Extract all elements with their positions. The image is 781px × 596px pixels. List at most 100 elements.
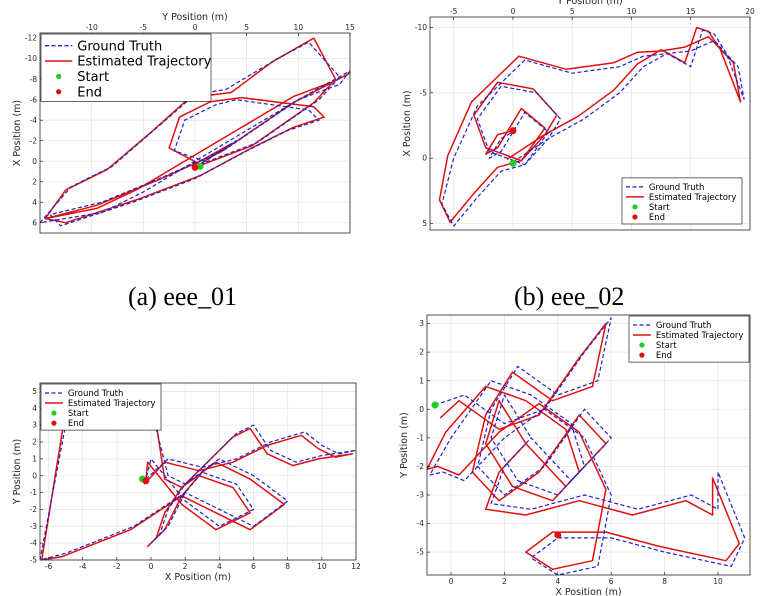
y-tick-label: -10 <box>25 54 37 63</box>
x-tick-label: -6 <box>45 562 53 571</box>
y-tick-label: -5 <box>30 556 38 565</box>
x-axis-label: X Position (m) <box>555 587 621 596</box>
y-tick-label: 0 <box>32 157 37 166</box>
legend-label: Estimated Trajectory <box>68 399 156 409</box>
x-tick-label: 0 <box>511 7 516 16</box>
x-tick-label: 6 <box>609 577 614 586</box>
trajectories <box>427 317 746 575</box>
y-tick-label: 3 <box>32 421 37 430</box>
x-axis-label: Y Position (m) <box>556 0 623 7</box>
x-tick-label: 8 <box>285 562 290 571</box>
legend-box <box>40 383 162 431</box>
x-tick-label: 0 <box>149 562 154 571</box>
trajectories <box>40 37 350 227</box>
y-tick-label: -2 <box>30 505 38 514</box>
x-tick-label: 5 <box>244 23 249 32</box>
y-tick-label: 1 <box>419 376 424 385</box>
x-axis-label: X Position (m) <box>165 572 231 583</box>
x-tick-label: 6 <box>251 562 256 571</box>
start-marker <box>431 401 439 409</box>
end-marker <box>142 477 150 485</box>
plot-panel-d: 0 2 4 6 8 10 -5 -4 -3 -2 -1 0 1 2 3 X Position (m) Y Pos… <box>399 314 751 596</box>
legend-label: End <box>656 351 672 361</box>
axes-frame <box>426 314 751 576</box>
y-axis-label: X Position (m) <box>402 90 413 156</box>
x-tick-label: 15 <box>345 23 355 32</box>
y-tick-label: 2 <box>419 348 424 357</box>
legend-start-swatch <box>56 73 62 79</box>
y-tick-label: 0 <box>32 471 37 480</box>
trajectories <box>40 387 356 560</box>
estimated-trajectory-line <box>40 387 354 560</box>
ground-truth-line <box>429 317 746 575</box>
y-tick-label: 2 <box>32 438 37 447</box>
legend-end-swatch <box>51 420 57 426</box>
y-tick-label: 6 <box>32 218 37 227</box>
y-tick-label: -8 <box>30 75 38 84</box>
y-tick-label: -1 <box>30 488 38 497</box>
y-tick-label: 4 <box>32 404 37 413</box>
legend-label: Ground Truth <box>656 321 712 331</box>
x-tick-label: 20 <box>745 7 755 16</box>
x-tick-label: 12 <box>351 562 361 571</box>
legend-end-swatch <box>632 214 638 220</box>
legend-label: End <box>68 419 84 429</box>
end-marker <box>554 531 562 539</box>
y-tick-label: 5 <box>422 219 427 228</box>
legend-start-swatch <box>51 410 57 416</box>
legend-end-swatch <box>639 352 645 358</box>
y-tick-label: -4 <box>30 116 38 125</box>
plot-panel-a: -10 -5 0 5 10 15 -12 -10 -8 -6 -4 -2 0 2 4 6 Y Position … <box>12 12 355 234</box>
ground-truth-line <box>40 41 350 227</box>
x-tick-label: 2 <box>183 562 188 571</box>
legend-box <box>628 315 750 363</box>
x-tick-label: 2 <box>502 577 507 586</box>
legend-label: Ground Truth <box>77 39 162 54</box>
legend-label: Ground Truth <box>68 389 124 399</box>
end-marker <box>509 127 517 135</box>
y-axis-label: X Position (m) <box>12 100 23 166</box>
caption-b: (b) eee_02 <box>514 282 624 311</box>
x-tick-label: 8 <box>662 577 667 586</box>
ground-truth-line <box>40 390 356 560</box>
y-tick-label: 1 <box>32 454 37 463</box>
y-tick-label: 0 <box>419 405 424 414</box>
y-axis-label: Y Position (m) <box>399 412 410 479</box>
legend-label: Estimated Trajectory <box>656 331 744 341</box>
start-marker <box>509 159 517 167</box>
x-tick-label: -5 <box>140 23 148 32</box>
legend-label: Start <box>77 70 109 85</box>
legend-label: End <box>649 213 665 223</box>
y-tick-label: 2 <box>32 177 37 186</box>
legend-end-swatch <box>56 89 62 95</box>
y-tick-label: -6 <box>30 95 38 104</box>
y-tick-label: 5 <box>32 387 37 396</box>
x-tick-label: -4 <box>79 562 87 571</box>
estimated-trajectory-line <box>427 322 741 571</box>
y-tick-label: -1 <box>417 433 425 442</box>
legend-label: Estimated Trajectory <box>77 55 211 70</box>
y-tick-label: -2 <box>417 462 425 471</box>
y-axis-label: Y Position (m) <box>12 439 23 506</box>
y-tick-label: -5 <box>417 548 425 557</box>
x-tick-label: 10 <box>317 562 327 571</box>
legend-box <box>621 177 743 225</box>
y-tick-label: 0 <box>422 154 427 163</box>
x-tick-label: 0 <box>449 577 454 586</box>
legend-box <box>40 33 212 102</box>
x-tick-label: -10 <box>86 23 98 32</box>
x-tick-label: 15 <box>686 7 696 16</box>
trajectories <box>438 26 745 227</box>
y-tick-label: 4 <box>32 198 37 207</box>
y-tick-label: 3 <box>419 319 424 328</box>
legend-label: Start <box>68 409 89 419</box>
legend-label: Estimated Trajectory <box>649 193 737 203</box>
y-tick-label: -4 <box>417 519 425 528</box>
x-axis-label: Y Position (m) <box>161 12 228 23</box>
y-tick-label: -3 <box>417 491 425 500</box>
y-tick-label: -12 <box>25 34 37 43</box>
legend-start-swatch <box>632 204 638 210</box>
